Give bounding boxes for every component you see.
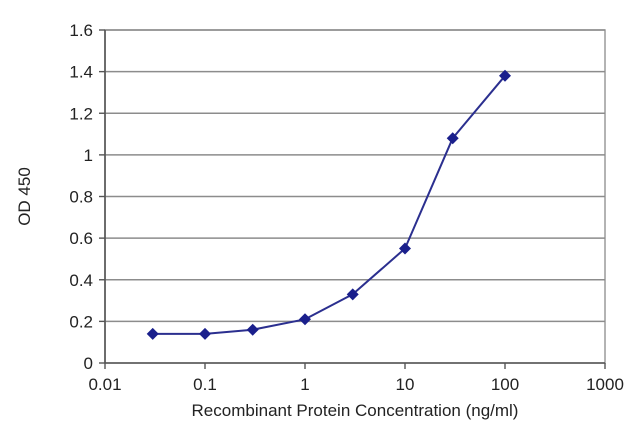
y-tick-label: 0 [84,354,93,373]
data-point [399,242,411,255]
data-point [246,323,259,336]
data-point [199,327,211,340]
y-tick-label: 0.2 [69,312,93,331]
tick-labels: 0 0.2 0.4 0.6 0.8 1 1.2 1.4 1.6 0.01 0.1 1 10 100 1000 [69,21,624,394]
y-tick-label: 0.4 [69,271,93,290]
y-tick-label: 1.2 [69,104,93,123]
x-tick-label: 10 [396,375,415,394]
y-axis-title: OD 450 [15,167,34,226]
x-tick-label: 1 [300,375,309,394]
data-point [499,69,511,82]
x-axis-title: Recombinant Protein Concentration (ng/ml… [192,401,519,420]
x-tick-label: 0.01 [88,375,121,394]
y-tick-label: 1.6 [69,21,93,40]
data-point [346,288,359,301]
grid-lines [105,29,605,323]
x-tick-label: 100 [491,375,519,394]
x-tick-label: 0.1 [193,375,217,394]
x-tick-label: 1000 [586,375,624,394]
data-point [146,327,159,340]
series-line [152,75,506,335]
y-tick-label: 1 [84,146,93,165]
y-tick-label: 1.4 [69,63,93,82]
y-tick-label: 0.8 [69,188,93,207]
y-tick-label: 0.6 [69,229,93,248]
series-group [146,69,511,340]
data-point [446,132,459,145]
data-point [299,313,311,326]
axes [99,29,606,369]
